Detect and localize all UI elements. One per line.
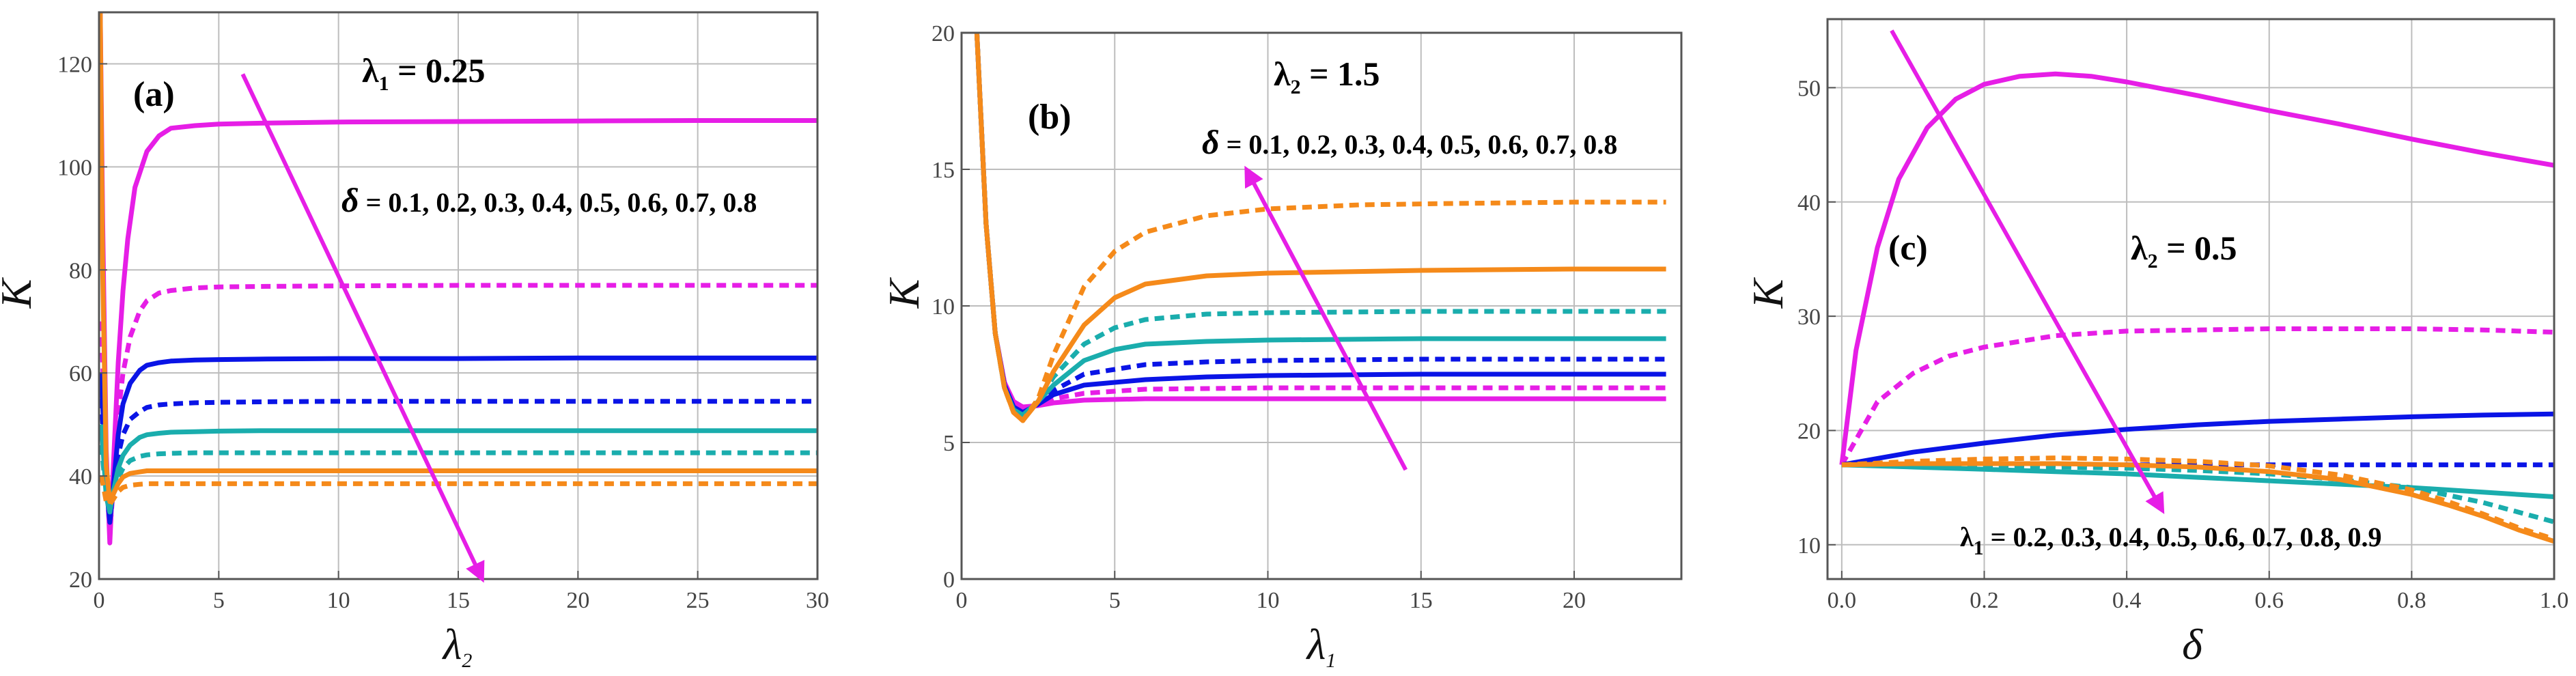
chart-panel-1: δ = 0.1δ = 0.2δ = 0.3δ = 0.4δ = 0.5δ = 0…	[0, 11, 829, 672]
annotation-subscript: 2	[2148, 250, 2158, 272]
x-tick-label: 5	[1109, 588, 1121, 613]
series-line: δ = 0.6	[99, 445, 817, 509]
annotation-symbol: λ	[1274, 55, 1291, 93]
chart-panel-3: λ1 = 0.2λ1 = 0.3λ1 = 0.4λ1 = 0.5λ1 = 0.6…	[1744, 18, 2569, 668]
series-line: λ1 = 0.6	[1841, 462, 2554, 499]
series-line: δ = 0.6	[974, 33, 1666, 421]
x-tick-label: 15	[1410, 588, 1433, 613]
series-line: λ1 = 0.3	[1839, 326, 2554, 466]
plot-frame	[1826, 18, 2556, 580]
annotation-value: = 0.1, 0.2, 0.3, 0.4, 0.5, 0.6, 0.7, 0.8	[359, 187, 757, 218]
panel-label: (a)	[133, 75, 175, 114]
y-tick-label: 10	[932, 294, 955, 320]
x-tick-label: 10	[1257, 588, 1280, 613]
x-tick-label: 0.6	[2254, 588, 2284, 613]
y-tick-label: 5	[943, 431, 955, 456]
x-axis-title: λ1	[1306, 620, 1336, 672]
series-line: λ1 = 0.2	[1839, 71, 2554, 466]
series-line: λ1 = 0.9	[1841, 455, 2554, 541]
annotation-delta-values: δ = 0.1, 0.2, 0.3, 0.4, 0.5, 0.6, 0.7, 0…	[1202, 123, 1617, 161]
series-line: δ = 0.7	[974, 33, 1666, 423]
annotation-fixed-parameter: λ2 = 1.5	[1274, 55, 1380, 98]
series-line: δ = 0.4	[99, 398, 817, 520]
annotation-subscript: 1	[1974, 537, 1984, 559]
x-tick-label: 25	[686, 588, 710, 613]
annotation-fixed-parameter: λ2 = 0.5	[2131, 229, 2237, 272]
x-axis-title: δ	[2182, 620, 2203, 668]
y-tick-label: 100	[57, 155, 92, 180]
x-tick-label: 10	[327, 588, 350, 613]
annotation-symbol: λ	[1960, 522, 1974, 552]
series-group: δ = 0.1δ = 0.2δ = 0.3δ = 0.4δ = 0.5δ = 0…	[99, 12, 817, 546]
x-tick-label: 20	[566, 588, 589, 613]
panel-label: (b)	[1028, 98, 1072, 137]
series-line: λ1 = 0.4	[1841, 411, 2554, 468]
y-tick-label: 20	[69, 567, 92, 593]
y-tick-label: 20	[932, 21, 955, 46]
y-tick-label: 40	[69, 464, 92, 490]
y-tick-label: 40	[1797, 191, 1821, 216]
annotation-symbol: λ	[2131, 229, 2148, 267]
y-axis-title: K	[880, 277, 928, 309]
x-tick-label: 0	[94, 588, 105, 613]
y-tick-label: 80	[69, 258, 92, 283]
y-axis-title: K	[1744, 277, 1792, 309]
x-axis-symbol: λ	[442, 620, 462, 668]
chart-panel-2: δ = 0.1δ = 0.2δ = 0.3δ = 0.4δ = 0.5δ = 0…	[880, 21, 1683, 672]
x-axis-title: λ2	[442, 620, 473, 672]
y-tick-label: 120	[57, 52, 92, 77]
series-group: δ = 0.1δ = 0.2δ = 0.3δ = 0.4δ = 0.5δ = 0…	[974, 33, 1666, 423]
y-tick-label: 15	[932, 158, 955, 183]
x-axis-symbol: λ	[1306, 620, 1326, 668]
annotation-symbol: δ	[341, 181, 359, 219]
series-group: λ1 = 0.2λ1 = 0.3λ1 = 0.4λ1 = 0.5λ1 = 0.6…	[1839, 71, 2554, 544]
y-axis-title: K	[0, 277, 40, 309]
x-tick-label: 30	[806, 588, 829, 613]
annotation-value: = 0.25	[389, 51, 486, 89]
annotation-value: = 1.5	[1301, 55, 1380, 93]
series-line: δ = 0.8	[99, 475, 817, 507]
series-line: δ = 0.2	[99, 283, 817, 535]
y-tick-label: 20	[1797, 419, 1821, 444]
series-line: λ1 = 0.7	[1841, 462, 2554, 524]
x-axis-subscript: 2	[462, 649, 472, 672]
x-tick-label: 0.8	[2397, 588, 2426, 613]
x-axis-subscript: 1	[1326, 649, 1336, 672]
annotation-subscript: 1	[379, 72, 389, 95]
x-tick-label: 5	[213, 588, 225, 613]
annotation-lambda1-values: λ1 = 0.2, 0.3, 0.4, 0.5, 0.6, 0.7, 0.8, …	[1960, 522, 2381, 559]
y-tick-label: 0	[943, 567, 955, 593]
trend-arrow	[1890, 29, 2165, 514]
annotation-value: = 0.2, 0.3, 0.4, 0.5, 0.6, 0.7, 0.8, 0.9	[1984, 522, 2382, 552]
x-tick-label: 0.0	[1828, 588, 1857, 613]
annotation-subscript: 2	[1291, 76, 1301, 98]
x-tick-label: 0	[956, 588, 968, 613]
annotation-delta-values: δ = 0.1, 0.2, 0.3, 0.4, 0.5, 0.6, 0.7, 0…	[341, 181, 757, 219]
series-line: δ = 0.3	[99, 355, 817, 525]
x-tick-label: 0.2	[1970, 588, 1999, 613]
trend-arrow	[1244, 165, 1408, 471]
y-tick-label: 50	[1797, 76, 1821, 101]
series-line: δ = 0.5	[99, 424, 817, 515]
annotation-symbol: λ	[362, 51, 379, 89]
y-tick-label: 10	[1797, 533, 1821, 559]
annotation-value: = 0.5	[2158, 229, 2237, 267]
x-axis-symbol: δ	[2182, 620, 2203, 668]
x-tick-label: 15	[447, 588, 470, 613]
x-tick-label: 1.0	[2540, 588, 2569, 613]
x-tick-label: 0.4	[2112, 588, 2142, 613]
trend-arrow	[240, 73, 485, 583]
series-line: δ = 0.8	[974, 33, 1666, 423]
x-tick-label: 20	[1563, 588, 1586, 613]
panel-label: (c)	[1888, 229, 1928, 268]
y-tick-label: 60	[69, 361, 92, 386]
annotation-symbol: δ	[1202, 123, 1220, 161]
annotation-fixed-parameter: λ1 = 0.25	[362, 51, 486, 95]
annotation-value: = 0.1, 0.2, 0.3, 0.4, 0.5, 0.6, 0.7, 0.8	[1220, 129, 1618, 160]
y-tick-label: 30	[1797, 305, 1821, 330]
